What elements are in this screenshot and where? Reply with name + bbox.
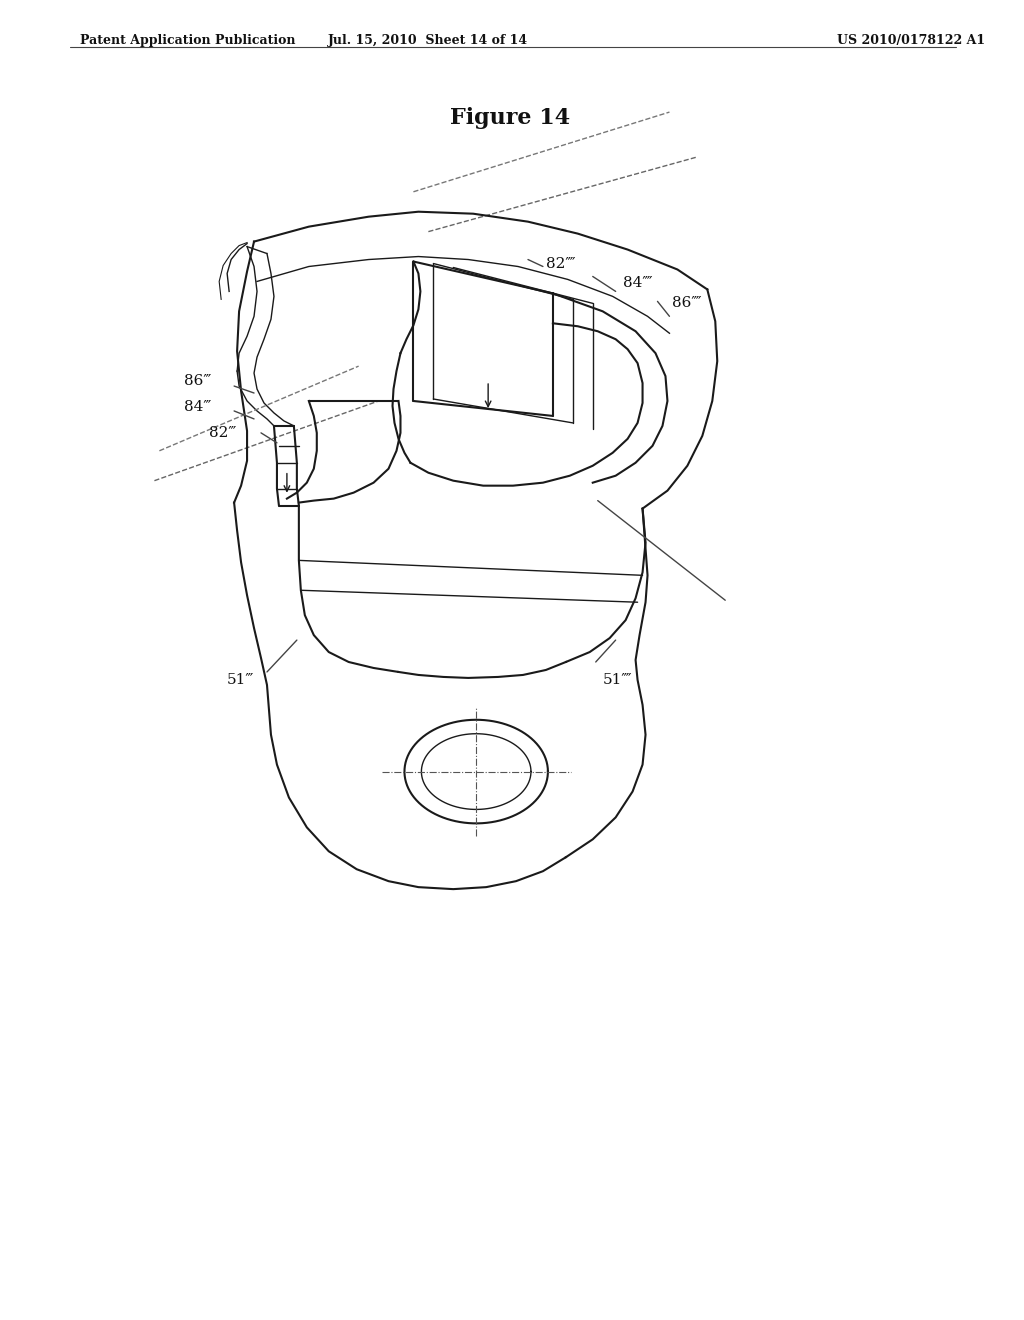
Text: 86‴: 86‴	[184, 374, 212, 388]
Text: 51‴: 51‴	[227, 673, 254, 686]
Text: 82‴: 82‴	[209, 426, 237, 440]
Text: US 2010/0178122 A1: US 2010/0178122 A1	[837, 34, 985, 48]
Text: Patent Application Publication: Patent Application Publication	[80, 34, 295, 48]
Text: 86⁗: 86⁗	[673, 297, 701, 310]
Text: Jul. 15, 2010  Sheet 14 of 14: Jul. 15, 2010 Sheet 14 of 14	[329, 34, 528, 48]
Text: 82⁗: 82⁗	[546, 256, 575, 271]
Text: 51⁗: 51⁗	[603, 673, 632, 686]
Text: 84‴: 84‴	[184, 400, 212, 414]
Text: Figure 14: Figure 14	[450, 107, 570, 129]
Text: 84⁗: 84⁗	[623, 276, 652, 290]
